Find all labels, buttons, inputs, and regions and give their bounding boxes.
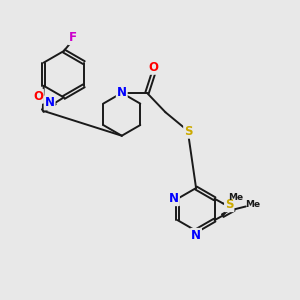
Text: N: N — [169, 192, 179, 205]
Text: O: O — [148, 61, 159, 74]
Text: N: N — [117, 86, 127, 99]
Text: O: O — [33, 90, 43, 103]
Text: S: S — [225, 198, 233, 211]
Text: Me: Me — [246, 200, 261, 209]
Text: Me: Me — [228, 193, 243, 202]
Text: N: N — [191, 229, 201, 242]
Text: S: S — [184, 125, 193, 138]
Text: F: F — [69, 31, 77, 44]
Text: N: N — [45, 97, 55, 110]
